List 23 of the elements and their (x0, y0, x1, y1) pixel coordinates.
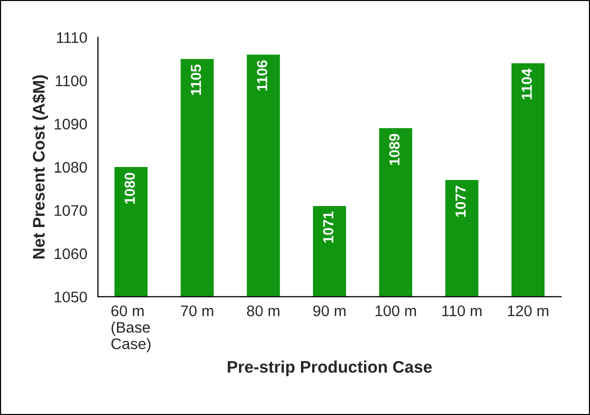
x-tick-label: 120 m (508, 305, 548, 316)
y-tick-label: 1070 (54, 205, 87, 216)
x-axis-title: Pre-strip Production Case (228, 360, 432, 376)
y-tick-label: 1080 (54, 162, 87, 173)
y-tick-label: 1090 (54, 118, 87, 130)
data-label: 1077 (455, 186, 466, 217)
y-axis-title: Net Present Cost (A$M) (32, 75, 48, 259)
y-tick-label: 1110 (56, 32, 87, 44)
data-label: 1089 (389, 134, 400, 165)
y-tick-label: 1050 (54, 292, 87, 302)
data-label: 1071 (323, 212, 334, 243)
y-tick-label: 1100 (56, 75, 87, 86)
y-tick-label: 1060 (54, 248, 87, 260)
x-tick-label: 100 m (376, 305, 416, 316)
data-label: 1104 (522, 68, 532, 100)
x-tick-label: 110 m (442, 305, 482, 316)
x-tick-label: 70 m (180, 305, 214, 316)
x-tick-label: 60 m (Base Case) (111, 305, 150, 352)
data-label: 1080 (124, 172, 135, 204)
data-label: 1106 (256, 60, 268, 91)
x-tick-label: 80 m (247, 305, 280, 316)
data-label: 1105 (190, 64, 202, 95)
x-tick-label: 90 m (313, 305, 346, 316)
